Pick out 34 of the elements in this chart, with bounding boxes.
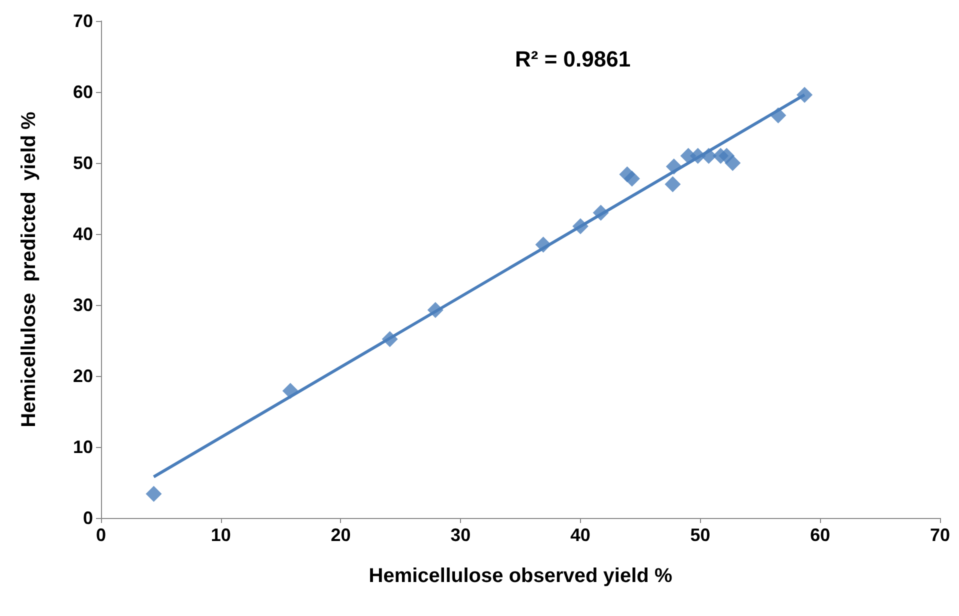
y-tick-label: 30 xyxy=(72,295,93,315)
point xyxy=(770,107,786,124)
y-tick-label: 50 xyxy=(72,153,93,173)
point xyxy=(700,148,717,164)
point xyxy=(592,204,609,221)
x-tick-label: 30 xyxy=(450,525,471,545)
x-tick-label: 70 xyxy=(930,525,950,545)
x-tick-label: 10 xyxy=(210,525,231,545)
y-tick-label: 40 xyxy=(72,224,93,244)
point xyxy=(535,236,552,253)
y-axis-title: Hemicellulose predicted yield % xyxy=(18,111,40,428)
point xyxy=(796,86,813,103)
x-tick-label: 20 xyxy=(330,525,351,545)
x-axis-title: Hemicellulose observed yield % xyxy=(368,565,672,587)
point xyxy=(664,176,681,192)
x-tick-label: 60 xyxy=(810,525,830,545)
point xyxy=(282,382,298,399)
point xyxy=(572,218,588,234)
annotation: R² = 0.9861 xyxy=(515,46,631,72)
point xyxy=(690,148,706,164)
y-tick-label: 60 xyxy=(72,82,93,102)
point xyxy=(427,302,444,318)
point xyxy=(724,155,741,171)
x-tick-label: 0 xyxy=(96,525,106,545)
y-tick-label: 70 xyxy=(72,11,93,31)
point xyxy=(624,170,640,187)
y-tick-label: 10 xyxy=(72,437,93,457)
point xyxy=(382,331,398,348)
y-tick-label: 0 xyxy=(82,508,93,528)
point xyxy=(666,158,682,175)
y-tick-label: 20 xyxy=(72,366,93,386)
x-tick-label: 50 xyxy=(690,525,710,545)
point xyxy=(146,486,162,502)
x-tick-label: 40 xyxy=(570,525,590,545)
